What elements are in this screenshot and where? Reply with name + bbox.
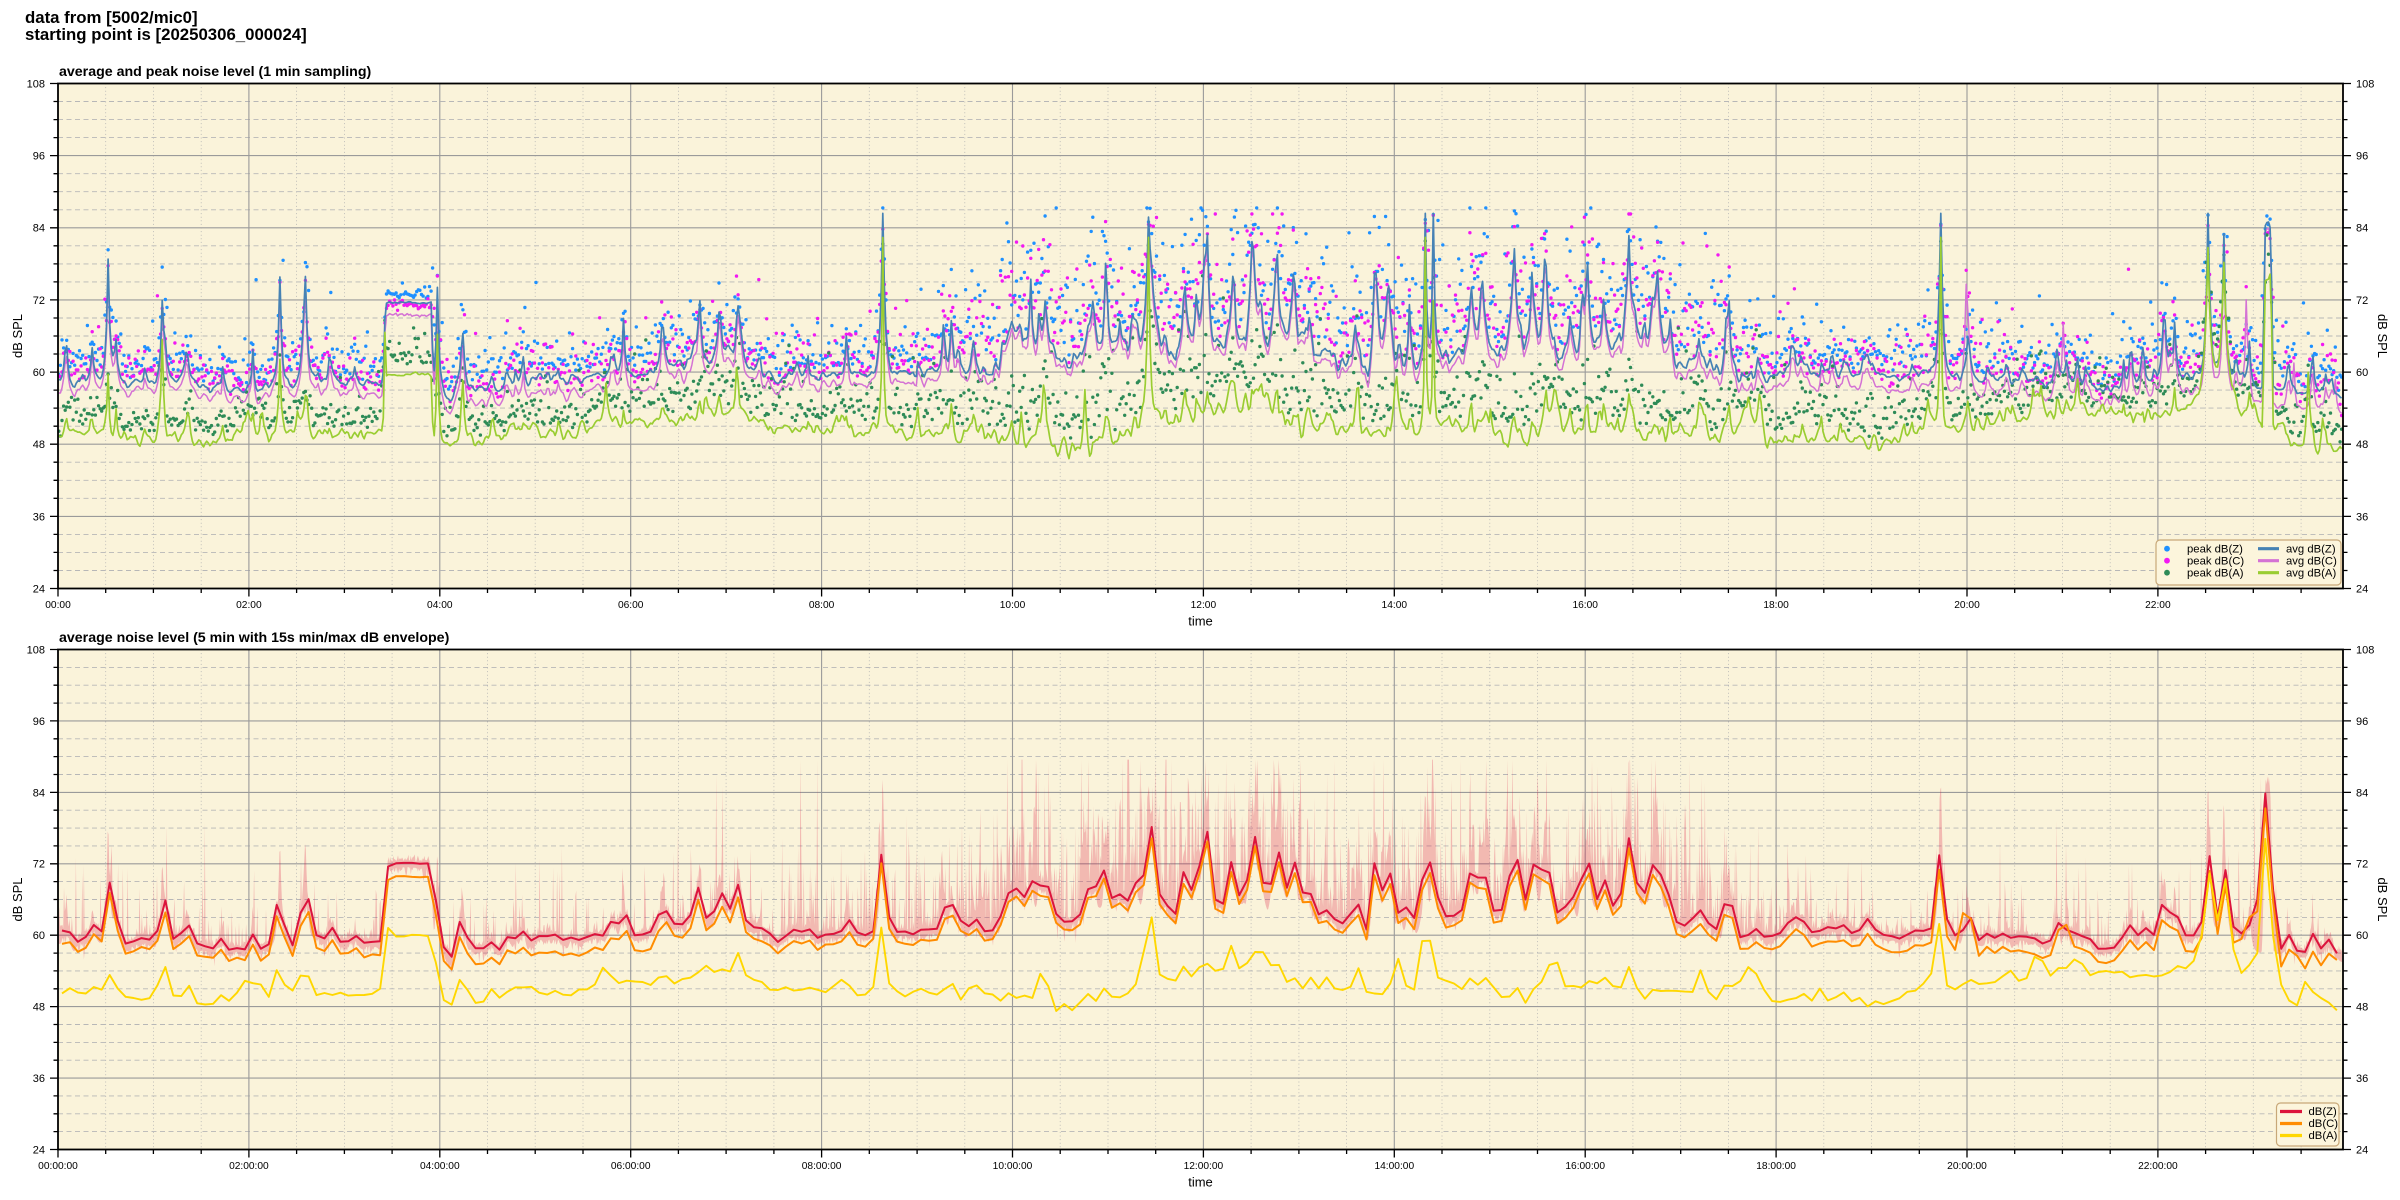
svg-text:dB SPL: dB SPL: [2375, 314, 2390, 358]
svg-text:dB(Z): dB(Z): [2309, 1106, 2337, 1118]
svg-text:24: 24: [2356, 583, 2368, 595]
svg-text:72: 72: [2356, 859, 2368, 871]
svg-text:dB SPL: dB SPL: [10, 314, 25, 358]
svg-text:average noise level (5 min wit: average noise level (5 min with 15s min/…: [59, 630, 450, 646]
svg-text:72: 72: [33, 295, 45, 307]
svg-text:dB SPL: dB SPL: [2375, 877, 2390, 921]
svg-text:time: time: [1188, 614, 1213, 629]
svg-text:48: 48: [33, 1002, 45, 1014]
svg-text:starting point is [20250306_00: starting point is [20250306_000024]: [25, 25, 307, 44]
svg-text:time: time: [1188, 1175, 1213, 1190]
svg-text:12:00:00: 12:00:00: [1184, 1161, 1224, 1172]
svg-text:36: 36: [33, 1073, 45, 1085]
svg-text:08:00:00: 08:00:00: [802, 1161, 842, 1172]
svg-text:96: 96: [2356, 151, 2368, 163]
svg-text:84: 84: [33, 223, 45, 235]
svg-text:dB(A): dB(A): [2309, 1130, 2338, 1142]
svg-text:96: 96: [33, 716, 45, 728]
svg-text:60: 60: [33, 930, 45, 942]
svg-text:16:00: 16:00: [1572, 600, 1598, 611]
svg-text:48: 48: [33, 439, 45, 451]
svg-text:00:00: 00:00: [45, 600, 71, 611]
svg-text:06:00:00: 06:00:00: [611, 1161, 651, 1172]
svg-text:18:00:00: 18:00:00: [1756, 1161, 1796, 1172]
svg-text:14:00: 14:00: [1382, 600, 1408, 611]
svg-text:108: 108: [2356, 644, 2374, 656]
svg-text:84: 84: [2356, 787, 2368, 799]
svg-text:08:00: 08:00: [809, 600, 835, 611]
svg-text:36: 36: [2356, 1073, 2368, 1085]
svg-text:60: 60: [2356, 367, 2368, 379]
svg-text:22:00:00: 22:00:00: [2138, 1161, 2178, 1172]
svg-text:12:00: 12:00: [1191, 600, 1217, 611]
svg-text:36: 36: [2356, 511, 2368, 523]
svg-text:108: 108: [2356, 78, 2374, 90]
svg-text:10:00: 10:00: [1000, 600, 1026, 611]
svg-text:72: 72: [2356, 295, 2368, 307]
svg-text:data from [5002/mic0]: data from [5002/mic0]: [25, 8, 198, 27]
svg-text:108: 108: [27, 644, 45, 656]
svg-text:24: 24: [33, 583, 45, 595]
svg-text:24: 24: [2356, 1144, 2368, 1156]
svg-text:peak dB(C): peak dB(C): [2187, 555, 2244, 567]
svg-text:02:00: 02:00: [236, 600, 262, 611]
svg-text:72: 72: [33, 859, 45, 871]
svg-text:60: 60: [33, 367, 45, 379]
svg-text:dB SPL: dB SPL: [10, 877, 25, 921]
svg-text:06:00: 06:00: [618, 600, 644, 611]
svg-text:avg dB(A): avg dB(A): [2286, 567, 2336, 579]
svg-text:14:00:00: 14:00:00: [1374, 1161, 1414, 1172]
svg-text:peak dB(A): peak dB(A): [2187, 567, 2244, 579]
svg-text:84: 84: [2356, 223, 2368, 235]
svg-text:00:00:00: 00:00:00: [38, 1161, 78, 1172]
svg-text:84: 84: [33, 787, 45, 799]
svg-text:dB(C): dB(C): [2309, 1118, 2339, 1130]
svg-text:36: 36: [33, 511, 45, 523]
svg-text:96: 96: [33, 151, 45, 163]
svg-text:02:00:00: 02:00:00: [229, 1161, 269, 1172]
svg-text:avg dB(Z): avg dB(Z): [2286, 543, 2336, 555]
svg-text:22:00: 22:00: [2145, 600, 2171, 611]
svg-text:48: 48: [2356, 1002, 2368, 1014]
svg-text:16:00:00: 16:00:00: [1565, 1161, 1605, 1172]
svg-text:10:00:00: 10:00:00: [993, 1161, 1033, 1172]
svg-text:18:00: 18:00: [1763, 600, 1789, 611]
svg-text:avg dB(C): avg dB(C): [2286, 555, 2337, 567]
svg-text:04:00: 04:00: [427, 600, 453, 611]
svg-text:peak dB(Z): peak dB(Z): [2187, 543, 2243, 555]
svg-text:04:00:00: 04:00:00: [420, 1161, 460, 1172]
svg-text:108: 108: [27, 78, 45, 90]
svg-text:48: 48: [2356, 439, 2368, 451]
svg-text:average and peak noise level (: average and peak noise level (1 min samp…: [59, 64, 372, 80]
svg-text:24: 24: [33, 1144, 45, 1156]
svg-text:60: 60: [2356, 930, 2368, 942]
svg-text:20:00: 20:00: [1954, 600, 1980, 611]
svg-text:96: 96: [2356, 716, 2368, 728]
svg-text:20:00:00: 20:00:00: [1947, 1161, 1987, 1172]
